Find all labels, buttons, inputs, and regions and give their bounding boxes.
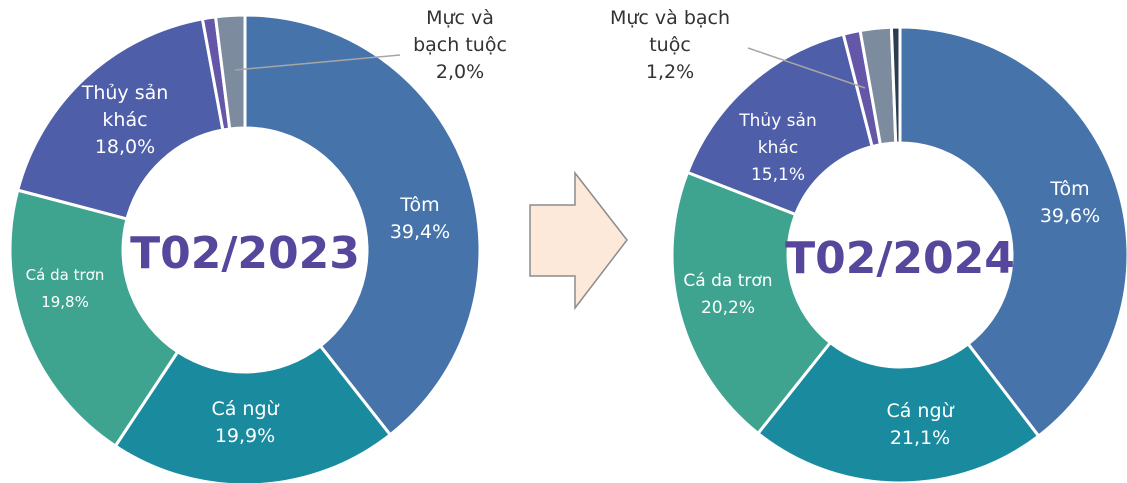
value-label: 20,2% [700,298,755,318]
slice-label: Cá ngừ [886,400,954,422]
value-label: 39,6% [1039,205,1101,227]
slice [670,170,833,436]
value-label: 39,4% [389,221,451,243]
value-label: 21,1% [889,427,951,449]
slice [755,340,1041,483]
arrow [529,170,628,311]
slice [889,25,902,145]
slice [8,188,180,449]
slice-label: Mực và bạch tuộc [413,7,507,56]
value-label: 2,0% [435,61,485,83]
slice [213,13,247,131]
value-label: 15,1% [750,165,805,185]
slice [243,13,482,437]
slice [898,25,1127,439]
slice-label: Tôm [1050,178,1090,200]
value-label: 19,8% [41,293,89,311]
slice-label: Cá ngừ [211,398,279,420]
chart-title: T02/2023 [130,228,360,279]
value-label: 1,2% [645,61,695,83]
value-label: 19,9% [214,425,276,447]
value-label: 18,0% [94,136,156,158]
slice-label: Tôm [400,194,440,216]
chart-title: T02/2024 [785,233,1015,284]
slice [685,32,874,217]
slice-label: Cá da trơn [683,271,773,291]
slice-label: Thủy sản khác [81,82,169,131]
slice [15,17,225,221]
slice [113,343,393,483]
leader-line [234,54,401,71]
leader-line [747,47,866,89]
slice-label: Thủy sản khác [739,111,817,158]
slice-label: Cá da trơn [25,266,105,284]
slice-label: Mực và bạch tuộc [609,7,731,56]
